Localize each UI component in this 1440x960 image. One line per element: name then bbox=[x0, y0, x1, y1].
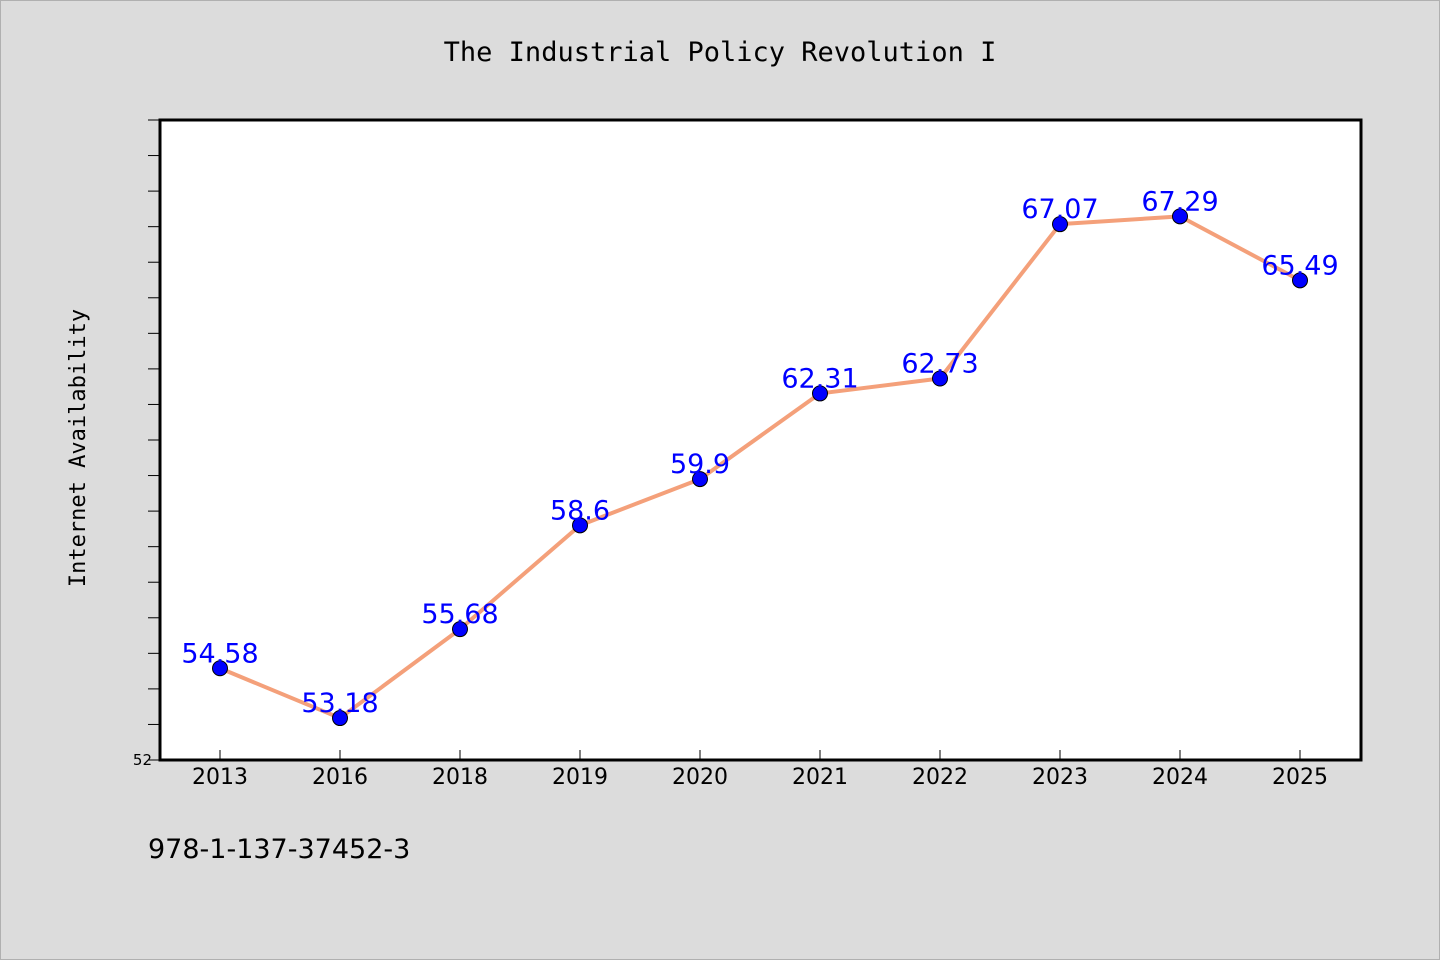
data-point bbox=[572, 517, 588, 534]
x-tick-label: 2025 bbox=[1272, 765, 1328, 790]
data-point bbox=[812, 385, 828, 402]
x-tick-label: 2020 bbox=[672, 765, 728, 790]
data-label: 54.58 bbox=[181, 638, 258, 669]
data-label: 65.49 bbox=[1261, 250, 1338, 281]
data-point bbox=[932, 370, 948, 387]
data-label: 53.18 bbox=[301, 688, 378, 719]
series-line bbox=[219, 214, 1301, 721]
data-label: 67.07 bbox=[1021, 194, 1098, 225]
data-point bbox=[1172, 208, 1188, 225]
data-label: 58.6 bbox=[550, 495, 610, 526]
x-tick-label: 2021 bbox=[792, 765, 848, 790]
data-label: 55.68 bbox=[421, 599, 498, 630]
x-axis-ticks: 2013 2016 2018 2019 2020 2021 2022 2023 2024 2025 bbox=[192, 750, 1328, 790]
data-label: 59.9 bbox=[670, 449, 730, 480]
y-axis-ticks: 52 bbox=[133, 119, 160, 769]
x-tick-label: 2013 bbox=[192, 765, 248, 790]
isbn-text: 978-1-137-37452-3 bbox=[148, 834, 411, 865]
series-group: 54.58 53.18 55.68 58.6 59.9 62.31 62.73 67.07 67… bbox=[181, 186, 1339, 727]
data-point bbox=[692, 471, 708, 488]
data-point bbox=[332, 710, 348, 727]
y-tick-label: 52 bbox=[133, 751, 152, 769]
data-point bbox=[452, 621, 468, 638]
chart-title: The Industrial Policy Revolution I bbox=[444, 37, 997, 68]
x-tick-label: 2023 bbox=[1032, 765, 1088, 790]
data-point bbox=[212, 660, 228, 677]
x-tick-label: 2016 bbox=[312, 765, 368, 790]
data-label: 67.29 bbox=[1141, 186, 1218, 217]
x-tick-label: 2022 bbox=[912, 765, 968, 790]
y-axis-label: Internet Availability bbox=[66, 309, 91, 587]
x-tick-label: 2018 bbox=[432, 765, 488, 790]
data-point bbox=[1052, 216, 1068, 233]
x-tick-label: 2019 bbox=[552, 765, 608, 790]
data-label: 62.73 bbox=[901, 348, 978, 379]
data-point bbox=[1292, 272, 1308, 289]
x-tick-label: 2024 bbox=[1152, 765, 1208, 790]
data-label: 62.31 bbox=[781, 363, 858, 394]
plot-area bbox=[158, 118, 1363, 762]
